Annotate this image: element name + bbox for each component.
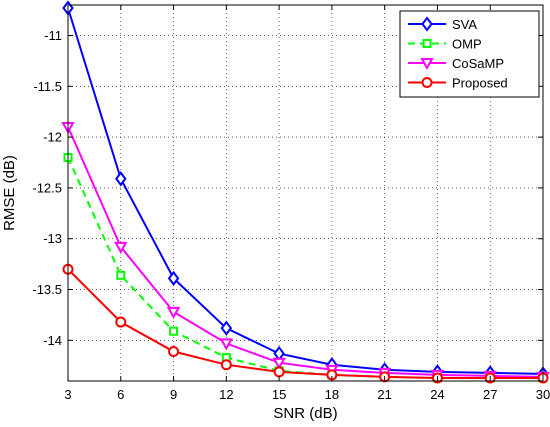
legend-label: OMP [452,37,482,52]
data-point [167,270,180,287]
x-tick-label: 21 [377,387,391,402]
x-axis-label: SNR (dB) [273,405,337,422]
data-point [115,171,127,187]
data-point [272,357,286,370]
series-line [67,268,543,379]
x-tick-label: 18 [325,387,339,402]
plot-frame [67,4,544,382]
legend-swatch-marker [420,58,434,71]
data-point [115,316,127,328]
legend: SVA OMP CoSaMP Proposed [399,10,540,98]
legend-label: SVA [452,17,477,32]
legend-label: CoSaMP [452,56,504,71]
data-point [166,306,181,319]
x-tick-label: 15 [272,387,286,402]
legend-swatch-marker [421,77,433,88]
y-axis-label: RMSE (dB) [1,155,18,231]
x-tick-label: 3 [64,387,71,402]
x-tick-label: 24 [430,387,444,402]
x-tick-label: 6 [117,387,124,402]
data-point [169,326,179,336]
series-line [67,126,544,378]
x-tick-label: 30 [536,387,550,402]
data-point [220,359,232,371]
legend-label: Proposed [452,76,508,91]
legend-swatch-marker [421,16,433,32]
y-tick-label: -11.5 [33,79,62,94]
data-point [273,366,285,378]
data-point [114,241,128,254]
series-line [67,7,544,375]
x-tick-label: 9 [170,387,177,402]
legend-swatch-marker [422,39,432,48]
y-tick-label: -12 [43,130,62,145]
y-tick-label: -14 [43,333,62,348]
y-tick-label: -11 [44,28,62,43]
y-tick-label: -13 [43,231,62,246]
x-tick-label: 27 [483,387,497,402]
axis-ticks: 3 6 9 12 15 18 21 24 27 30 -11 -11.5 -12 -12.5 -13 -13.… [32,5,550,402]
data-point [219,338,234,351]
data-point [116,270,126,280]
y-tick-label: -13.5 [32,282,62,297]
data-point [168,346,180,358]
data-point [220,320,233,336]
y-tick-label: -12.5 [32,180,62,195]
x-tick-label: 12 [219,387,233,402]
